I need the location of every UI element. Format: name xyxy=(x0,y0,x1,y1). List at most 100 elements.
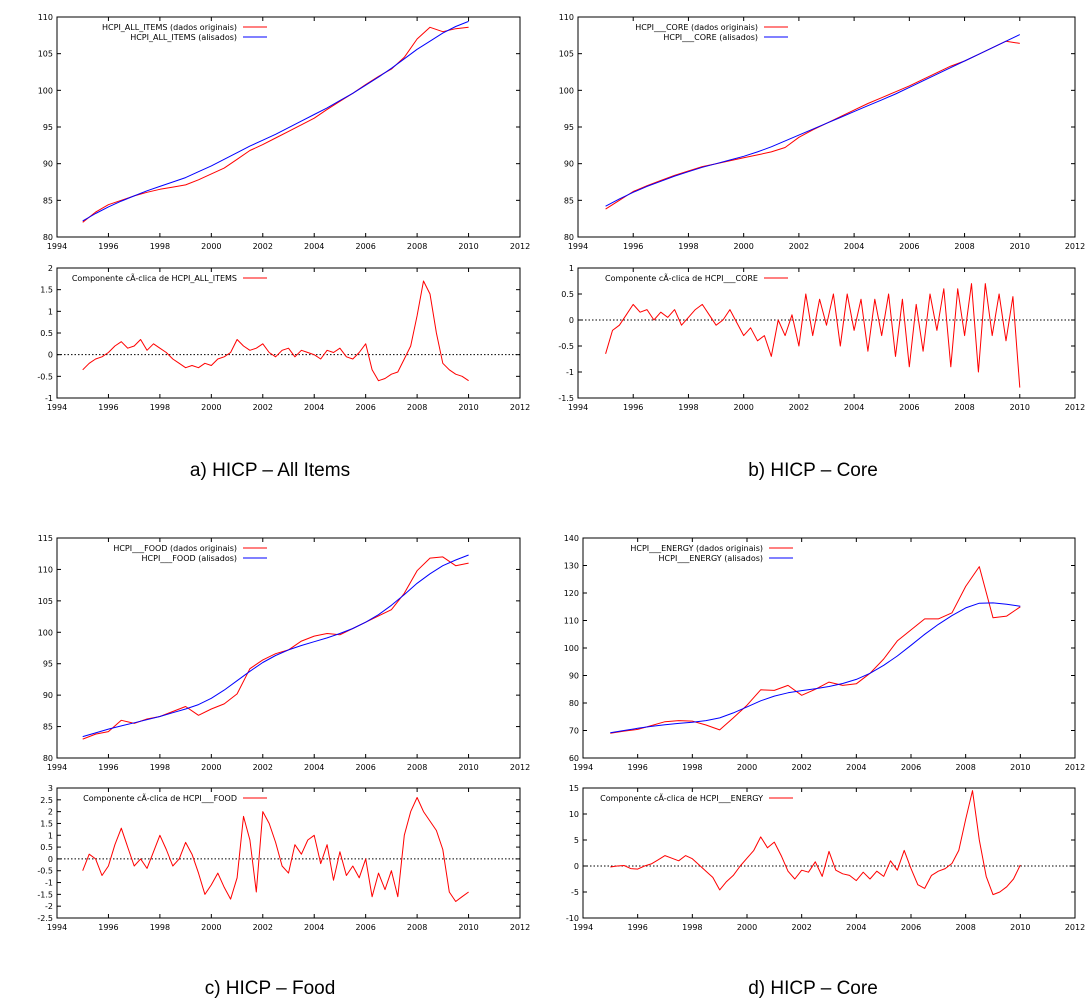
x-tick-label: 2002 xyxy=(253,242,273,251)
x-tick-label: 2012 xyxy=(510,763,530,772)
y-tick-label: 2.5 xyxy=(40,796,53,805)
y-tick-label: 80 xyxy=(569,699,579,708)
plot-frame xyxy=(56,267,521,399)
x-tick-label: 2006 xyxy=(355,242,375,251)
x-tick-label: 1998 xyxy=(150,403,170,412)
x-tick-label: 2004 xyxy=(304,403,324,412)
caption-c: c) HICP – Food xyxy=(204,978,336,999)
x-tick-label: 2008 xyxy=(955,763,975,772)
y-tick-label: 0 xyxy=(569,316,574,325)
x-tick-label: 2010 xyxy=(1010,923,1030,932)
x-tick-label: 1996 xyxy=(98,242,118,251)
y-tick-label: -1.5 xyxy=(37,890,53,899)
series-line-original xyxy=(610,566,1021,734)
x-tick-label: 2010 xyxy=(458,403,478,412)
plot-frame xyxy=(577,267,1076,399)
y-tick-label: 0 xyxy=(574,862,579,871)
legend-label: Componente cÃ-clica de HCPI___ENERGY xyxy=(600,793,763,803)
y-tick-label: 100 xyxy=(559,86,574,95)
y-tick-label: -1 xyxy=(45,394,53,403)
x-tick-label: 1998 xyxy=(682,923,702,932)
y-tick-label: 110 xyxy=(559,13,574,22)
x-tick-label: 2008 xyxy=(407,923,427,932)
panel-b: 1994 1996 1998 2000 2002 2004 2006 2008 2010 2012… xyxy=(543,0,1086,500)
x-tick-label: 2004 xyxy=(846,763,866,772)
x-tick-label: 2002 xyxy=(253,403,273,412)
x-tick-label: 2002 xyxy=(791,923,811,932)
legend-label: Componente cÃ-clica de HCPI___CORE xyxy=(605,273,758,283)
y-tick-label: -2.5 xyxy=(37,914,53,923)
legend-label: HCPI___CORE (alisados) xyxy=(663,33,758,42)
caption-d: d) HICP – Core xyxy=(748,978,878,999)
y-tick-label: 110 xyxy=(38,13,53,22)
series-line-smoothed xyxy=(82,554,469,738)
chart-b-top: 1994 1996 1998 2000 2002 2004 2006 2008 2010 2012… xyxy=(559,13,1085,251)
series-line-original xyxy=(82,797,469,902)
legend-label: HCPI___ENERGY (dados originais) xyxy=(630,544,763,553)
x-tick-label: 2000 xyxy=(201,242,221,251)
legend-label: HCPI___ENERGY (alisados) xyxy=(659,554,763,563)
x-tick-label: 2004 xyxy=(304,923,324,932)
y-tick-label: 105 xyxy=(38,597,53,606)
y-tick-label: -2 xyxy=(45,902,53,911)
x-tick-label: 2000 xyxy=(737,763,757,772)
y-tick-label: -5 xyxy=(571,888,579,897)
x-tick-label: 1996 xyxy=(98,403,118,412)
y-tick-label: 0 xyxy=(48,855,53,864)
y-tick-label: 85 xyxy=(43,196,53,205)
y-tick-label: 85 xyxy=(43,723,53,732)
x-tick-label: 2006 xyxy=(901,763,921,772)
caption-a: a) HICP – All Items xyxy=(189,460,351,481)
chart-a-top: 1994 1996 1998 2000 2002 2004 2006 2008 2010 2012… xyxy=(38,13,530,251)
y-tick-label: 1.5 xyxy=(40,286,53,295)
y-tick-label: 95 xyxy=(564,123,574,132)
x-tick-label: 2002 xyxy=(789,403,809,412)
y-tick-label: -1 xyxy=(45,879,53,888)
y-tick-label: 0.5 xyxy=(40,843,53,852)
y-tick-label: -0.5 xyxy=(558,342,574,351)
y-tick-label: 100 xyxy=(564,644,579,653)
x-tick-label: 2010 xyxy=(458,242,478,251)
x-tick-label: 1998 xyxy=(150,242,170,251)
y-tick-label: 90 xyxy=(569,672,579,681)
x-tick-label: 2002 xyxy=(253,923,273,932)
series-line-original xyxy=(82,26,469,223)
x-tick-label: 2002 xyxy=(789,242,809,251)
series-line-original xyxy=(82,280,469,382)
y-tick-label: 130 xyxy=(564,562,579,571)
chart-c-top: 1994 1996 1998 2000 2002 2004 2006 2008 2010 2012… xyxy=(38,534,530,772)
chart-b-bottom: 1994 1996 1998 2000 2002 2004 2006 2008 2010 2012… xyxy=(558,264,1085,412)
legend-label: HCPI___FOOD (dados originais) xyxy=(113,544,237,553)
x-tick-label: 2000 xyxy=(201,403,221,412)
y-tick-label: 80 xyxy=(43,754,53,763)
legend-label: Componente cÃ-clica de HCPI___FOOD xyxy=(83,793,237,803)
y-tick-label: -10 xyxy=(566,914,579,923)
x-tick-label: 1996 xyxy=(98,763,118,772)
x-tick-label: 2008 xyxy=(407,403,427,412)
x-tick-label: 2000 xyxy=(737,923,757,932)
y-tick-label: 120 xyxy=(564,589,579,598)
x-tick-label: 1996 xyxy=(627,763,647,772)
series-line-original xyxy=(605,40,1020,210)
y-tick-label: -0.5 xyxy=(37,372,53,381)
x-tick-label: 2004 xyxy=(844,242,864,251)
y-tick-label: 115 xyxy=(38,534,53,543)
x-tick-label: 1994 xyxy=(47,763,67,772)
plot-frame xyxy=(56,537,521,759)
y-tick-label: 1 xyxy=(48,307,53,316)
x-tick-label: 1994 xyxy=(47,403,67,412)
y-tick-label: 90 xyxy=(43,691,53,700)
x-tick-label: 2010 xyxy=(458,923,478,932)
plot-frame xyxy=(56,787,521,919)
series-line-original xyxy=(605,283,1021,388)
chart-c-bottom: 1994 1996 1998 2000 2002 2004 2006 2008 2010 2012… xyxy=(37,784,530,932)
x-tick-label: 1998 xyxy=(150,763,170,772)
series-line-smoothed xyxy=(605,34,1021,207)
x-tick-label: 2012 xyxy=(1065,403,1085,412)
y-tick-label: 1 xyxy=(569,264,574,273)
x-tick-label: 2004 xyxy=(304,242,324,251)
legend-label: HCPI___CORE (dados originais) xyxy=(635,23,758,32)
y-tick-label: 1.5 xyxy=(40,819,53,828)
y-tick-label: 10 xyxy=(569,810,579,819)
y-tick-label: 100 xyxy=(38,628,53,637)
